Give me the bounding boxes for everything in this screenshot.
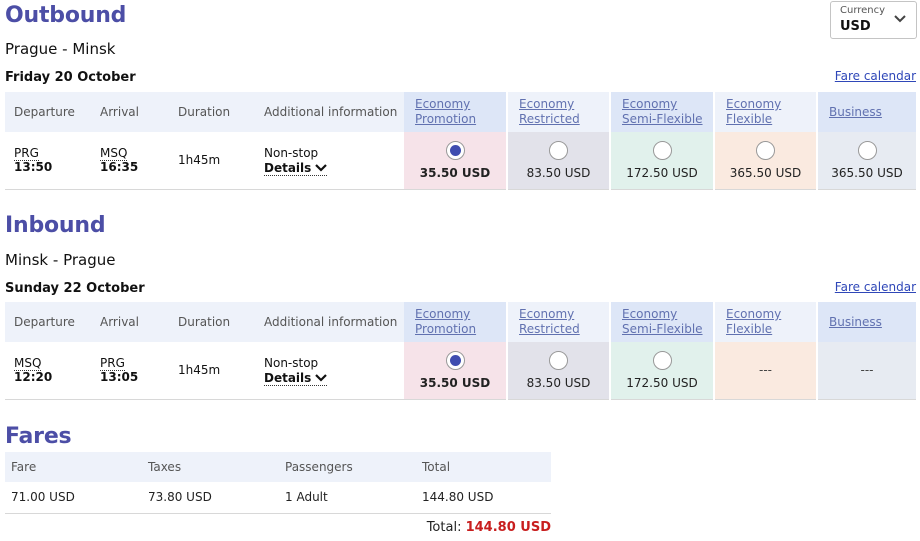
inbound-flight-row: MSQ 12:20 PRG 13:05 1h45m Non-stop Detai…	[5, 342, 918, 400]
col-duration: Duration	[169, 302, 255, 342]
row-total-value: 144.80 USD	[416, 482, 551, 514]
departure-airport[interactable]: PRG	[14, 146, 39, 162]
details-toggle[interactable]: Details	[264, 371, 328, 386]
currency-value: USD	[840, 19, 871, 34]
col-arrival: Arrival	[91, 302, 169, 342]
chevron-down-icon	[315, 163, 328, 172]
currency-label: Currency	[840, 5, 886, 16]
departure-airport[interactable]: MSQ	[14, 356, 42, 372]
inbound-header-row: Departure Arrival Duration Additional in…	[5, 302, 918, 342]
radio[interactable]	[857, 140, 877, 160]
arrival-time: 13:05	[100, 370, 139, 385]
arrival-airport[interactable]: MSQ	[100, 146, 128, 162]
outbound-route: Prague - Minsk	[5, 40, 116, 58]
fare-unavailable-business: ---	[817, 342, 918, 400]
fare-header-business[interactable]: Business	[817, 302, 918, 342]
fare-option-economy-restricted[interactable]: 83.50 USD	[507, 132, 611, 190]
radio[interactable]	[549, 140, 568, 160]
col-additional-info: Additional information	[255, 92, 404, 132]
fare-option-business[interactable]: 365.50 USD	[817, 132, 918, 190]
col-duration: Duration	[169, 92, 255, 132]
fare-option-economy-semi-flexible[interactable]: 172.50 USD	[610, 132, 715, 190]
departure-cell: MSQ 12:20	[5, 342, 91, 400]
fare-header-economy-promotion[interactable]: Economy Promotion	[404, 302, 508, 342]
taxes-value: 73.80 USD	[142, 482, 279, 514]
non-stop-label: Non-stop	[264, 145, 319, 160]
inbound-route: Minsk - Prague	[5, 251, 116, 269]
inbound-fare-calendar-link[interactable]: Fare calendar	[834, 280, 916, 294]
col-passengers: Passengers	[279, 452, 416, 482]
col-total: Total	[416, 452, 551, 482]
outbound-flight-row: PRG 13:50 MSQ 16:35 1h45m Non-stop Detai…	[5, 132, 918, 190]
fares-header-row: Fare Taxes Passengers Total	[5, 452, 551, 482]
radio[interactable]	[652, 350, 672, 370]
chevron-down-icon	[315, 373, 328, 382]
fare-option-economy-flexible[interactable]: 365.50 USD	[714, 132, 818, 190]
outbound-date: Friday 20 October	[5, 70, 136, 85]
departure-time: 13:50	[14, 160, 53, 175]
fare-option-economy-promotion[interactable]: 35.50 USD	[404, 132, 508, 190]
fares-title: Fares	[5, 424, 72, 449]
arrival-cell: MSQ 16:35	[91, 132, 169, 190]
fare-header-economy-flexible[interactable]: Economy Flexible	[714, 302, 818, 342]
additional-info-cell: Non-stop Details	[255, 342, 404, 400]
fare-option-economy-restricted[interactable]: 83.50 USD	[507, 342, 611, 400]
details-toggle[interactable]: Details	[264, 161, 328, 176]
radio[interactable]	[549, 350, 568, 370]
inbound-date: Sunday 22 October	[5, 281, 145, 296]
currency-select[interactable]: Currency USD	[830, 1, 917, 39]
col-taxes: Taxes	[142, 452, 279, 482]
arrival-airport[interactable]: PRG	[100, 356, 125, 372]
departure-time: 12:20	[14, 370, 53, 385]
col-additional-info: Additional information	[255, 302, 404, 342]
outbound-title: Outbound	[5, 3, 127, 28]
arrival-time: 16:35	[100, 160, 139, 175]
outbound-fare-calendar-link[interactable]: Fare calendar	[834, 69, 916, 83]
fare-unavailable-economy-flexible: ---	[714, 342, 818, 400]
total-amount: 144.80 USD	[465, 520, 551, 535]
radio[interactable]	[756, 140, 775, 160]
chevron-down-icon	[894, 15, 906, 23]
radio-selected[interactable]	[445, 140, 465, 160]
fare-header-economy-flexible[interactable]: Economy Flexible	[714, 92, 818, 132]
grand-total: Total: 144.80 USD	[427, 520, 551, 535]
additional-info-cell: Non-stop Details	[255, 132, 404, 190]
col-arrival: Arrival	[91, 92, 169, 132]
total-label: Total:	[426, 520, 462, 535]
passengers-value: 1 Adult	[279, 482, 416, 514]
fare-header-economy-semi-flexible[interactable]: Economy Semi-Flexible	[610, 302, 715, 342]
duration: 1h45m	[169, 132, 255, 190]
col-departure: Departure	[5, 302, 91, 342]
fare-value: 71.00 USD	[5, 482, 142, 514]
arrival-cell: PRG 13:05	[91, 342, 169, 400]
fares-row: 71.00 USD 73.80 USD 1 Adult 144.80 USD	[5, 482, 551, 514]
fare-header-economy-promotion[interactable]: Economy Promotion	[404, 92, 508, 132]
radio-selected[interactable]	[445, 350, 465, 370]
inbound-flights-table: Departure Arrival Duration Additional in…	[5, 302, 918, 400]
fare-option-economy-semi-flexible[interactable]: 172.50 USD	[610, 342, 715, 400]
fares-summary-table: Fare Taxes Passengers Total 71.00 USD 73…	[5, 452, 551, 514]
fare-header-business[interactable]: Business	[817, 92, 918, 132]
fare-option-economy-promotion[interactable]: 35.50 USD	[404, 342, 508, 400]
fare-header-economy-restricted[interactable]: Economy Restricted	[507, 92, 611, 132]
col-departure: Departure	[5, 92, 91, 132]
outbound-flights-table: Departure Arrival Duration Additional in…	[5, 92, 918, 190]
col-fare: Fare	[5, 452, 142, 482]
outbound-header-row: Departure Arrival Duration Additional in…	[5, 92, 918, 132]
departure-cell: PRG 13:50	[5, 132, 91, 190]
radio[interactable]	[652, 140, 672, 160]
inbound-title: Inbound	[5, 213, 106, 238]
fare-header-economy-restricted[interactable]: Economy Restricted	[507, 302, 611, 342]
non-stop-label: Non-stop	[264, 355, 319, 370]
fare-header-economy-semi-flexible[interactable]: Economy Semi-Flexible	[610, 92, 715, 132]
duration: 1h45m	[169, 342, 255, 400]
